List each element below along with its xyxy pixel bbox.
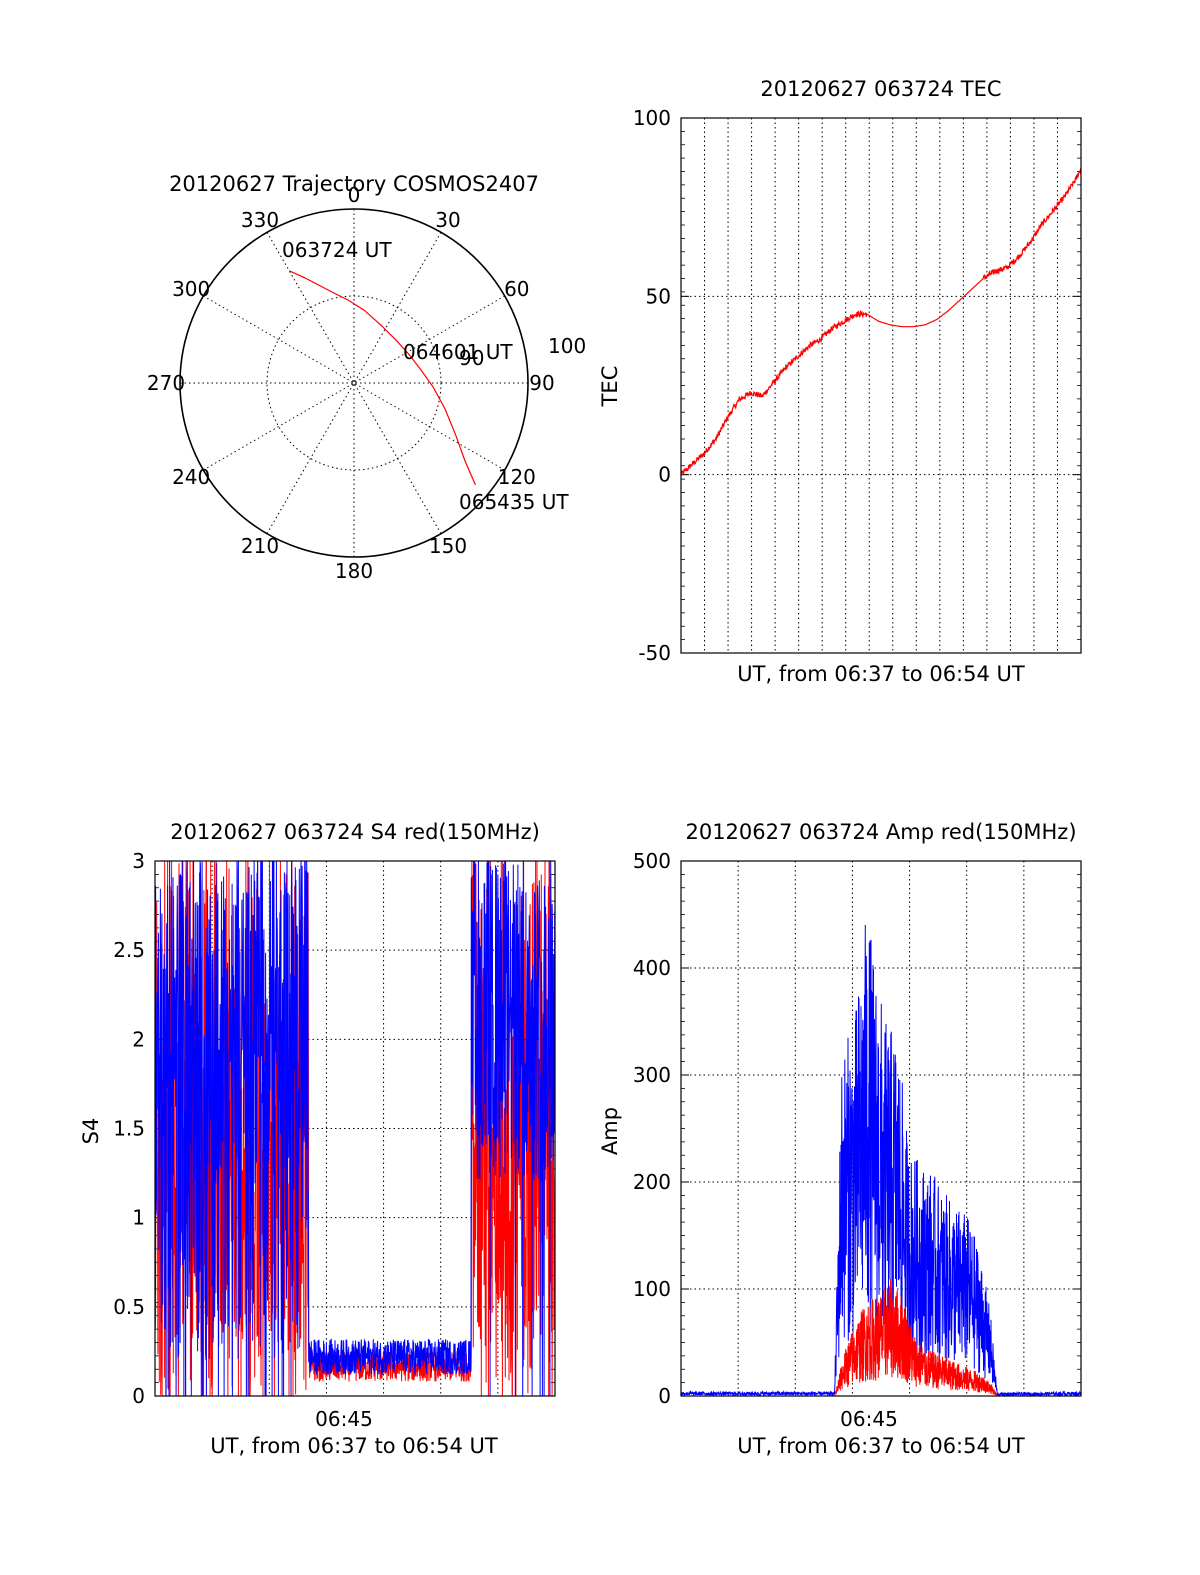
- polar-elev-label-90: 90: [459, 346, 484, 370]
- s4-title: 20120627 063724 S4 red(150MHz): [170, 820, 540, 844]
- s4-panel: 20120627 063724 S4 red(150MHz) 0 0.5 1 1.5 2…: [79, 820, 556, 1458]
- polar-azimuth-label: 120: [498, 465, 536, 489]
- amp-ylabel: Amp: [598, 1107, 622, 1155]
- y-tick-label: 50: [646, 284, 671, 308]
- y-tick-label: -50: [638, 641, 671, 665]
- tec-panel: 20120627 063724 TEC -50 0 50 100 UT, from 0…: [598, 77, 1082, 686]
- amp-frame: [680, 860, 1082, 1397]
- y-tick-label: 0: [658, 463, 671, 487]
- y-tick-label: 0: [658, 1384, 671, 1408]
- tec-grid: [681, 118, 1081, 653]
- y-tick-label: 1.5: [113, 1117, 145, 1141]
- y-tick-label: 300: [633, 1063, 671, 1087]
- y-tick-label: 2.5: [113, 938, 145, 962]
- s4-blue-series: [154, 860, 556, 1397]
- y-tick-label: 2: [132, 1027, 145, 1051]
- amp-panel: 20120627 063724 Amp red(150MHz) 0 100 200 3…: [598, 820, 1082, 1458]
- tec-y-ticks: -50 0 50 100: [633, 106, 1081, 665]
- y-tick-label: 100: [633, 1277, 671, 1301]
- s4-ylabel: S4: [79, 1118, 103, 1145]
- amp-xtick-label: 06:45: [840, 1407, 898, 1431]
- y-tick-label: 100: [633, 106, 671, 130]
- y-tick-label: 400: [633, 956, 671, 980]
- polar-azimuth-label: 30: [435, 208, 460, 232]
- polar-azimuth-label: 240: [172, 465, 210, 489]
- polar-azimuth-label: 150: [429, 534, 467, 558]
- s4-xlabel: UT, from 06:37 to 06:54 UT: [210, 1434, 498, 1458]
- s4-xtick-label: 06:45: [315, 1407, 373, 1431]
- polar-azimuth-label: 0: [348, 183, 361, 207]
- tec-series-line: [680, 167, 1082, 476]
- polar-azimuth-label: 60: [504, 277, 529, 301]
- tec-title: 20120627 063724 TEC: [760, 77, 1001, 101]
- polar-azimuth-label: 300: [172, 277, 210, 301]
- polar-azimuth-label: 330: [241, 208, 279, 232]
- y-tick-label: 0: [132, 1384, 145, 1408]
- trajectory-end-label: 065435 UT: [459, 490, 569, 514]
- trajectory-mid-label: 064601 UT: [403, 340, 513, 364]
- y-tick-label: 3: [132, 849, 145, 873]
- amp-y-ticks: 0 100 200 300 400 500: [633, 849, 1081, 1408]
- y-tick-label: 200: [633, 1170, 671, 1194]
- y-tick-label: 1: [132, 1206, 145, 1230]
- trajectory-line: [288, 270, 476, 486]
- tec-ylabel: TEC: [598, 366, 622, 408]
- amp-xlabel: UT, from 06:37 to 06:54 UT: [737, 1434, 1025, 1458]
- polar-azimuth-labels: 0 30 60 90 120 150 180 210 240 270 300 330: [147, 183, 555, 583]
- tec-frame: [680, 117, 1082, 654]
- y-tick-label: 500: [633, 849, 671, 873]
- y-tick-label: 0.5: [113, 1295, 145, 1319]
- polar-azimuth-label: 90: [529, 371, 554, 395]
- amp-blue-series: [680, 924, 1082, 1398]
- trajectory-start-label: 063724 UT: [282, 238, 392, 262]
- tec-xlabel: UT, from 06:37 to 06:54 UT: [737, 662, 1025, 686]
- polar-azimuth-label: 270: [147, 371, 185, 395]
- s4-frame: [154, 860, 556, 1397]
- polar-azimuth-label: 180: [335, 559, 373, 583]
- polar-azimuth-label: 210: [241, 534, 279, 558]
- polar-elev-label-100: 100: [548, 334, 586, 358]
- polar-panel: 20120627 Trajectory COSMOS2407 0 30 60 90 12…: [147, 172, 586, 583]
- polar-title: 20120627 Trajectory COSMOS2407: [169, 172, 539, 196]
- amp-title: 20120627 063724 Amp red(150MHz): [685, 820, 1076, 844]
